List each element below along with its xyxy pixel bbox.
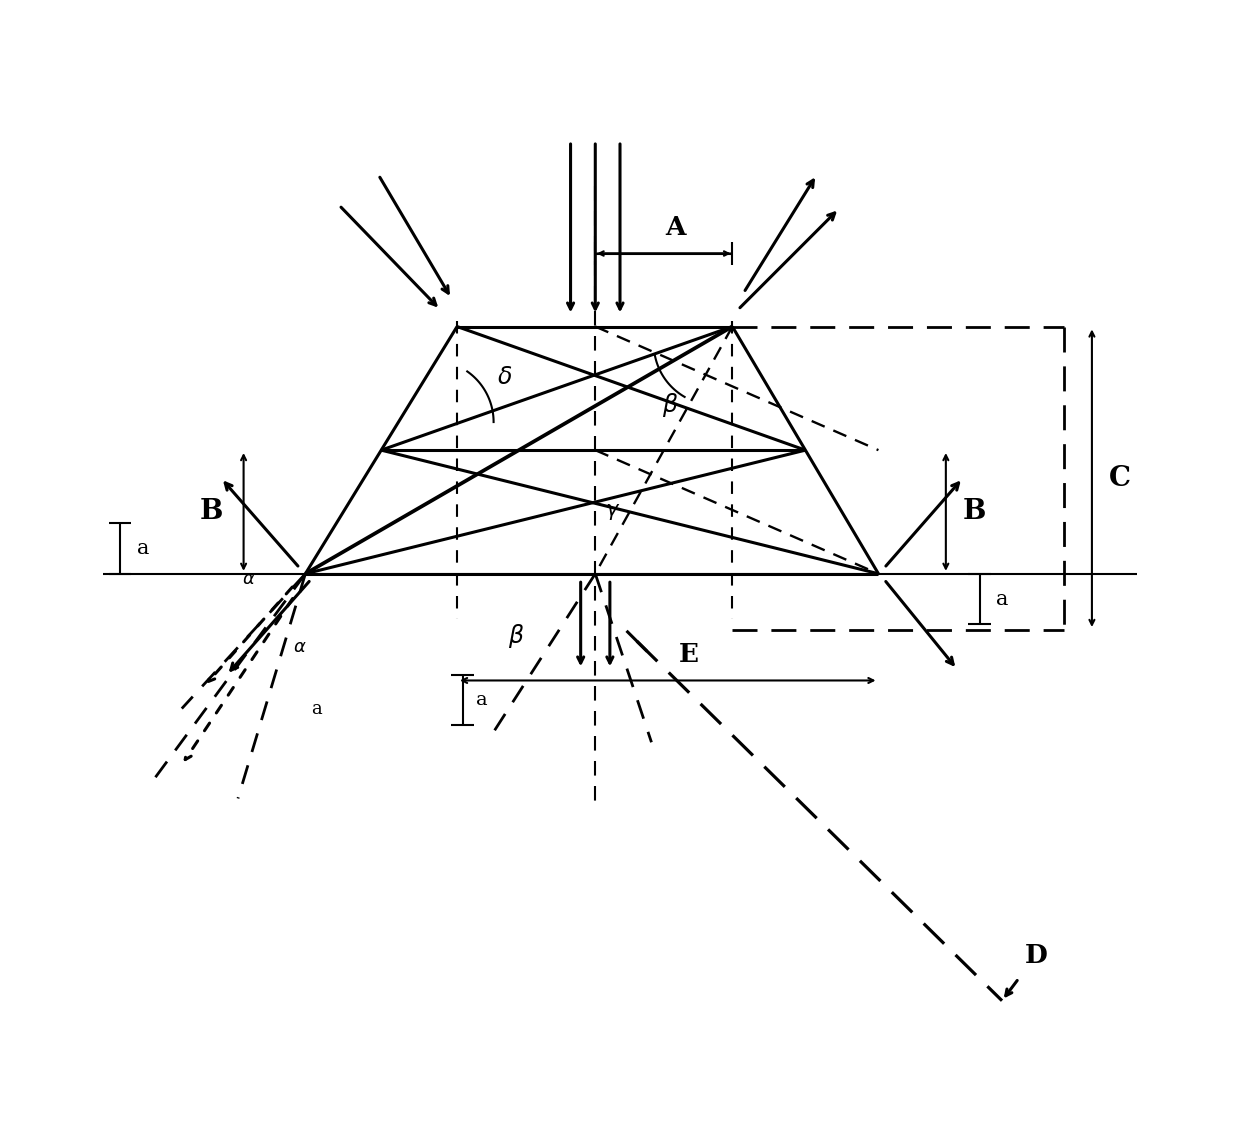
Text: A: A [665, 215, 686, 240]
Text: a: a [311, 700, 322, 718]
Text: a: a [476, 691, 487, 709]
Text: C: C [1109, 465, 1131, 492]
Text: D: D [1024, 943, 1048, 969]
Text: a: a [136, 539, 149, 558]
Text: $\beta$: $\beta$ [662, 392, 678, 420]
Text: $\alpha$: $\alpha$ [242, 570, 255, 588]
Text: B: B [200, 498, 223, 525]
Text: $\alpha$: $\alpha$ [293, 638, 306, 656]
Text: $\beta$: $\beta$ [508, 621, 525, 649]
Text: E: E [678, 642, 699, 667]
Text: $\gamma$: $\gamma$ [605, 502, 620, 522]
Text: $\delta$: $\delta$ [497, 366, 512, 388]
Text: a: a [997, 590, 1009, 609]
Text: B: B [962, 498, 986, 525]
